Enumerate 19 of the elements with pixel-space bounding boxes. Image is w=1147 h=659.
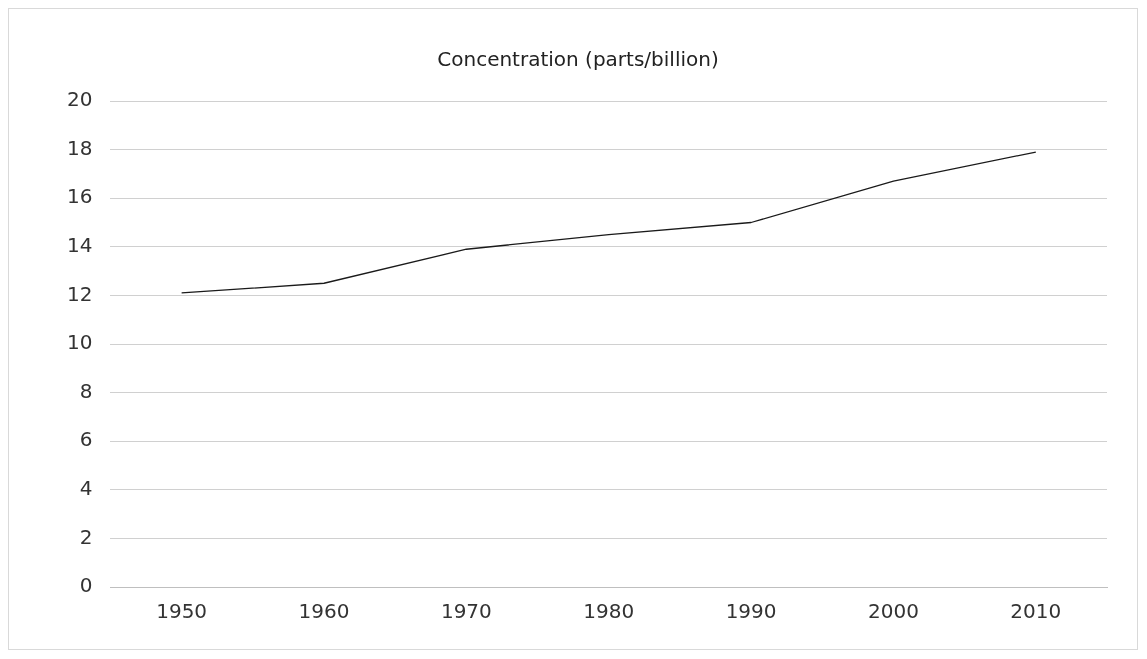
y-tick-label: 10 (67, 330, 93, 355)
x-tick-label: 1960 (298, 599, 350, 624)
y-tick-label: 2 (79, 524, 93, 549)
y-tick-label: 18 (67, 135, 93, 160)
y-tick-label: 0 (79, 573, 93, 598)
y-tick-label: 8 (79, 378, 93, 403)
x-tick-label: 1950 (156, 599, 208, 624)
x-tick-label: 1980 (583, 599, 635, 624)
y-tick-label: 6 (79, 427, 93, 452)
y-tick-label: 16 (67, 184, 93, 209)
chart-title: Concentration (parts/billion) (437, 47, 719, 72)
y-tick-label: 4 (79, 476, 93, 500)
y-tick-label: 12 (67, 281, 93, 306)
y-tick-label: 14 (67, 233, 93, 257)
y-tick-label: 20 (67, 87, 93, 112)
x-tick-label: 1970 (440, 599, 492, 624)
x-tick-label: 1990 (725, 599, 777, 624)
x-tick-label: 2000 (868, 599, 919, 624)
x-tick-label: 2010 (1010, 599, 1062, 624)
